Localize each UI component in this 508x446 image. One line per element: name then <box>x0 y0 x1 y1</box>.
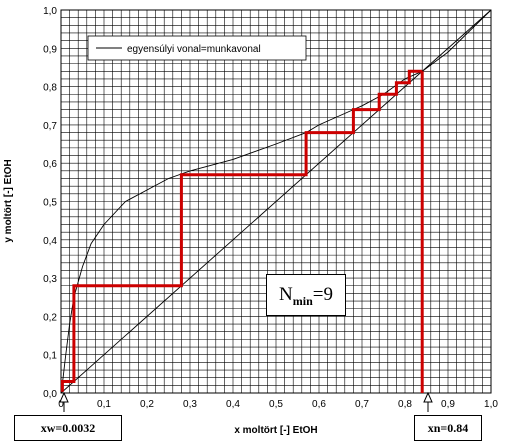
x-tick-label: 0 <box>58 399 64 410</box>
x-tick-label: 0,9 <box>441 399 455 410</box>
x-tick-label: 1,0 <box>484 399 498 410</box>
y-tick-label: 0,1 <box>43 351 57 362</box>
y-tick-label: 0,9 <box>43 44 57 55</box>
x-tick-label: 0,3 <box>183 399 197 410</box>
xw-callout: xw=0.0032 <box>14 415 122 441</box>
x-tick-label: 0,8 <box>398 399 412 410</box>
xn-label: xn=0.84 <box>427 421 469 435</box>
x-tick-label: 0,6 <box>312 399 326 410</box>
nmin-box: Nmin=9 <box>266 274 346 316</box>
legend-label: egyensúlyi vonal=munkavonal <box>127 44 261 55</box>
y-tick-label: 0,3 <box>43 274 57 285</box>
x-tick-label: 0,1 <box>97 399 111 410</box>
xw-arrow <box>59 391 69 412</box>
legend-box <box>87 35 307 61</box>
x-axis-label: x moltört [-] EtOH <box>234 425 317 436</box>
y-tick-label: 0,4 <box>43 236 57 247</box>
diagonal-line <box>60 9 492 394</box>
tick-labels: 0 0,1 0,2 0,3 0,4 0,5 0,6 0,7 0,8 0,9 1,0 0,0 0,1 0,2… <box>43 6 498 410</box>
xw-label: xw=0.0032 <box>40 421 96 435</box>
y-tick-label: 0,5 <box>43 198 57 209</box>
plot-border <box>60 9 492 394</box>
x-tick-label: 0,4 <box>226 399 240 410</box>
xn-arrow <box>423 391 433 412</box>
x-tick-label: 0,5 <box>269 399 283 410</box>
y-tick-label: 1,0 <box>43 6 57 17</box>
legend: egyensúlyi vonal=munkavonal <box>87 35 307 61</box>
xn-callout: xn=0.84 <box>414 415 482 441</box>
nmin-sub: min <box>292 293 313 308</box>
series-lines <box>60 9 492 394</box>
y-tick-label: 0,0 <box>43 389 57 400</box>
y-tick-label: 0,8 <box>43 83 57 94</box>
nmin-value: =9 <box>312 284 333 305</box>
y-tick-label: 0,7 <box>43 121 57 132</box>
y-axis-label: y moltört [-] EtOH <box>3 159 14 242</box>
y-tick-label: 0,2 <box>43 312 57 323</box>
nmin-main: N <box>279 284 293 305</box>
x-tick-label: 0,7 <box>355 399 369 410</box>
y-tick-label: 0,6 <box>43 159 57 170</box>
x-tick-label: 0,2 <box>140 399 154 410</box>
mccabe-thiele-steps <box>60 69 423 392</box>
